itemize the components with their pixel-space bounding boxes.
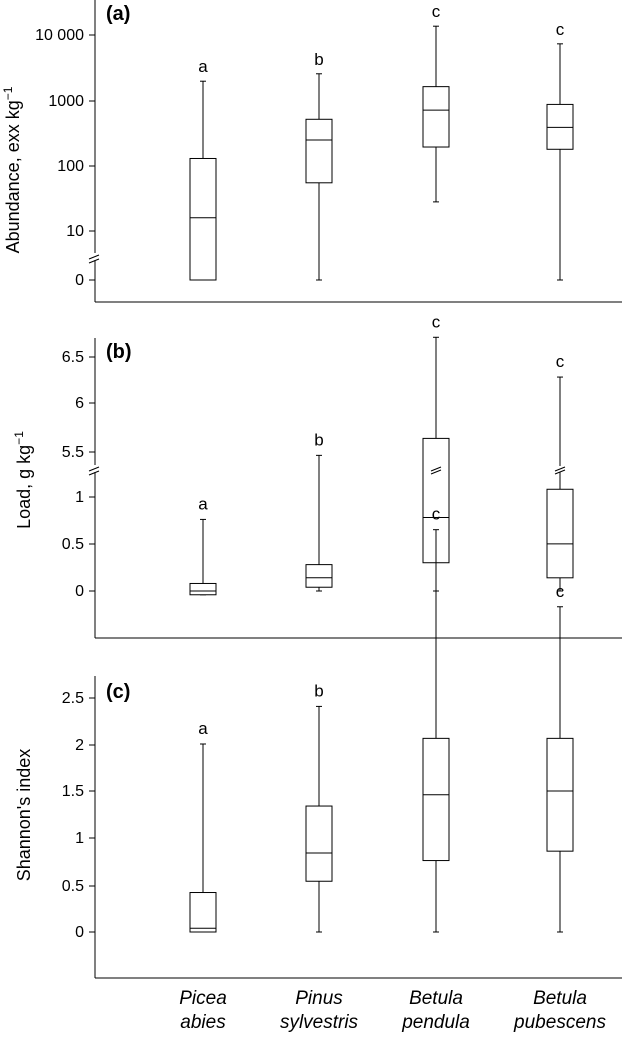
significance-letter: c <box>556 20 565 39</box>
significance-letter: a <box>198 719 208 738</box>
box-4: c <box>546 20 574 281</box>
whisker-break-mark <box>430 469 442 475</box>
y-tick-label: 0 <box>75 583 84 600</box>
axis-break-mark <box>88 254 100 260</box>
box-iqr <box>546 488 574 579</box>
box-3: c <box>422 505 450 933</box>
y-tick-label: 1000 <box>48 93 84 110</box>
significance-letter: b <box>314 50 323 69</box>
significance-letter: c <box>556 582 565 601</box>
y-tick-label: 0 <box>75 272 84 289</box>
y-axis-title: Load, g kg−1 <box>12 431 34 529</box>
box-iqr <box>422 86 450 148</box>
axis-break-mark <box>88 466 100 472</box>
panel-b-load: 0 0.5 1 5.5 6 6.5 Load, g kg−1 (b) a b c c <box>12 312 622 639</box>
y-tick-label: 5.5 <box>62 444 84 461</box>
y-tick-label: 10 <box>66 223 84 240</box>
whisker-break-mark <box>554 466 566 472</box>
y-tick-label: 2.5 <box>62 690 84 707</box>
box-iqr <box>422 737 450 862</box>
significance-letter: c <box>432 312 441 331</box>
category-label-genus: Betula <box>409 988 463 1009</box>
box-1: a <box>189 57 217 281</box>
y-tick-label: 6 <box>75 395 84 412</box>
y-tick-label: 2 <box>75 737 84 754</box>
box-2: b <box>305 681 333 933</box>
panel-c-shannon: 0 0.5 1 1.5 2 2.5 Shannon's index (c) a b c c <box>14 505 622 979</box>
panel-label: (b) <box>106 341 132 363</box>
y-axis-title: Shannon's index <box>14 749 34 882</box>
significance-letter: a <box>198 57 208 76</box>
box-iqr <box>305 564 333 588</box>
box-iqr <box>305 805 333 882</box>
whisker-break-mark <box>554 469 566 475</box>
box-iqr <box>546 103 574 150</box>
box-iqr <box>189 582 217 596</box>
category-label-genus: Betula <box>533 988 587 1009</box>
box-iqr <box>189 892 217 933</box>
y-tick-label: 100 <box>57 158 84 175</box>
significance-letter: c <box>556 352 565 371</box>
significance-letter: b <box>314 681 323 700</box>
category-label-species: sylvestris <box>280 1012 359 1033</box>
y-tick-label: 1 <box>75 489 84 506</box>
category-label-species: pubescens <box>513 1012 606 1033</box>
box-4: c <box>546 582 574 933</box>
y-tick-label: 0.5 <box>62 878 84 895</box>
panel-a-abundance: 0 10 100 1000 10 000 Abundance, exx kg−1 (a) a b… <box>1 0 622 303</box>
category-label-genus: Picea <box>179 988 227 1009</box>
y-tick-label: 1 <box>75 830 84 847</box>
category-label-species: pendula <box>401 1012 470 1033</box>
box-2: b <box>305 50 333 281</box>
y-axis-title: Abundance, exx kg−1 <box>1 86 23 253</box>
axis-break-mark <box>88 258 100 264</box>
box-1: a <box>189 494 217 596</box>
category-labels: Picea abies Pinus sylvestris Betula pendula Be… <box>179 988 606 1033</box>
panel-label: (a) <box>106 3 130 25</box>
box-2: b <box>305 430 333 592</box>
y-tick-label: 10 000 <box>35 27 84 44</box>
category-label-species: abies <box>180 1012 226 1033</box>
box-3: c <box>422 2 450 203</box>
y-tick-label: 0 <box>75 924 84 941</box>
significance-letter: c <box>432 2 441 21</box>
y-tick-label: 1.5 <box>62 783 84 800</box>
box-1: a <box>189 719 217 933</box>
axis-break-mark <box>88 470 100 476</box>
y-tick-label: 0.5 <box>62 536 84 553</box>
box-iqr <box>305 118 333 184</box>
box-4: c <box>546 352 574 592</box>
box-iqr <box>189 157 217 281</box>
y-tick-label: 6.5 <box>62 349 84 366</box>
significance-letter: c <box>432 505 441 524</box>
panel-label: (c) <box>106 681 130 703</box>
category-label-genus: Pinus <box>295 988 343 1009</box>
significance-letter: b <box>314 430 323 449</box>
whisker-break-mark <box>430 466 442 472</box>
significance-letter: a <box>198 494 208 513</box>
box-iqr <box>546 737 574 852</box>
